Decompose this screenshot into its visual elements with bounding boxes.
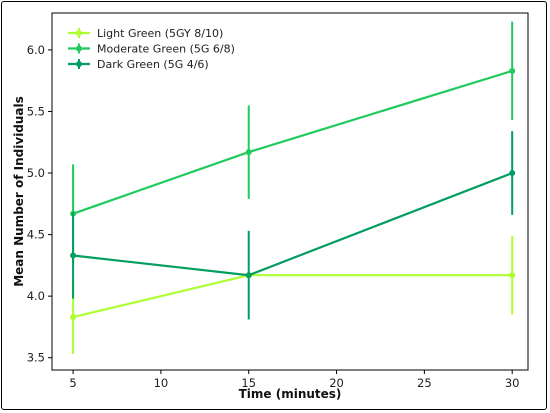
plot-area [51, 12, 529, 371]
legend-label: Dark Green (5G 4/6) [97, 58, 209, 71]
legend-swatch-marker [76, 61, 82, 67]
axis-ticks: 5 10 15 20 25 30 3.5 4.0 4.5 5.0 5.5 6.0 [27, 43, 520, 390]
series-1 [70, 235, 516, 354]
legend-swatch-marker [76, 30, 82, 36]
legend-item-3: Dark Green (5G 4/6) [68, 58, 209, 71]
data-point [509, 272, 516, 279]
x-axis-label: Time (minutes) [239, 387, 342, 401]
data-point [245, 149, 252, 156]
data-point [245, 272, 252, 279]
y-tick-label: 5.5 [27, 104, 45, 118]
y-tick-label: 6.0 [27, 43, 45, 57]
series-line [72, 69, 513, 215]
legend-item-2: Moderate Green (5G 6/8) [68, 43, 235, 56]
legend-swatch-marker [76, 45, 82, 52]
data-point [509, 170, 516, 177]
y-tick-label: 3.5 [27, 351, 45, 365]
x-tick-label: 25 [417, 376, 432, 390]
x-tick-label: 10 [154, 376, 169, 390]
x-tick-label: 5 [69, 376, 76, 390]
series-line [72, 274, 513, 319]
y-tick-label: 5.0 [27, 166, 45, 180]
y-tick-label: 4.0 [27, 289, 45, 303]
legend: Light Green (5GY 8/10) Moderate Green (5G… [68, 27, 235, 71]
legend-label: Moderate Green (5G 6/8) [97, 43, 235, 56]
series-line [72, 172, 513, 277]
y-tick-label: 4.5 [27, 228, 45, 242]
data-point [70, 314, 77, 321]
x-tick-label: 30 [505, 376, 520, 390]
x-tick-label: 15 [241, 376, 256, 390]
legend-label: Light Green (5GY 8/10) [97, 27, 223, 40]
series-3 [70, 131, 516, 320]
data-point [509, 67, 516, 74]
y-axis-label: Mean Number of Individuals [12, 96, 26, 287]
series-layer [70, 21, 516, 354]
legend-item-1: Light Green (5GY 8/10) [68, 27, 223, 40]
x-tick-label: 20 [329, 376, 344, 390]
data-point [70, 252, 77, 259]
